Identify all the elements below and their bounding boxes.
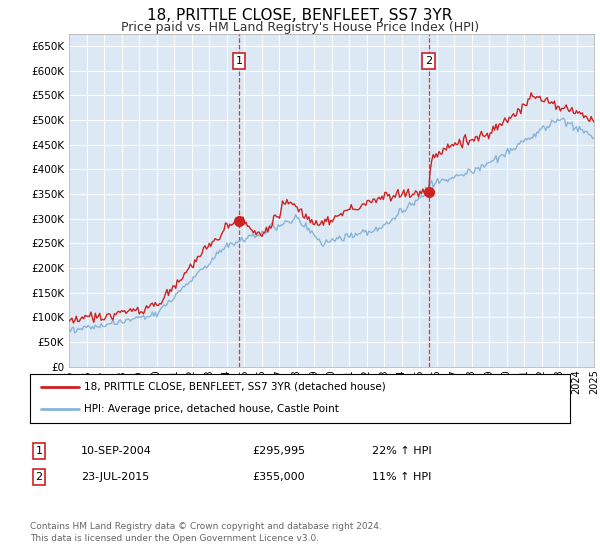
Text: 18, PRITTLE CLOSE, BENFLEET, SS7 3YR: 18, PRITTLE CLOSE, BENFLEET, SS7 3YR bbox=[148, 8, 452, 24]
Text: 18, PRITTLE CLOSE, BENFLEET, SS7 3YR (detached house): 18, PRITTLE CLOSE, BENFLEET, SS7 3YR (de… bbox=[84, 382, 386, 392]
Text: 23-JUL-2015: 23-JUL-2015 bbox=[81, 472, 149, 482]
Text: £355,000: £355,000 bbox=[252, 472, 305, 482]
Text: Price paid vs. HM Land Registry's House Price Index (HPI): Price paid vs. HM Land Registry's House … bbox=[121, 21, 479, 34]
Text: Contains HM Land Registry data © Crown copyright and database right 2024.
This d: Contains HM Land Registry data © Crown c… bbox=[30, 522, 382, 543]
Text: 10-SEP-2004: 10-SEP-2004 bbox=[81, 446, 152, 456]
Text: 2: 2 bbox=[35, 472, 43, 482]
Text: 22% ↑ HPI: 22% ↑ HPI bbox=[372, 446, 431, 456]
Text: 1: 1 bbox=[35, 446, 43, 456]
Text: 2: 2 bbox=[425, 56, 433, 66]
Text: 1: 1 bbox=[236, 56, 242, 66]
Text: 11% ↑ HPI: 11% ↑ HPI bbox=[372, 472, 431, 482]
Text: HPI: Average price, detached house, Castle Point: HPI: Average price, detached house, Cast… bbox=[84, 404, 339, 414]
Text: £295,995: £295,995 bbox=[252, 446, 305, 456]
